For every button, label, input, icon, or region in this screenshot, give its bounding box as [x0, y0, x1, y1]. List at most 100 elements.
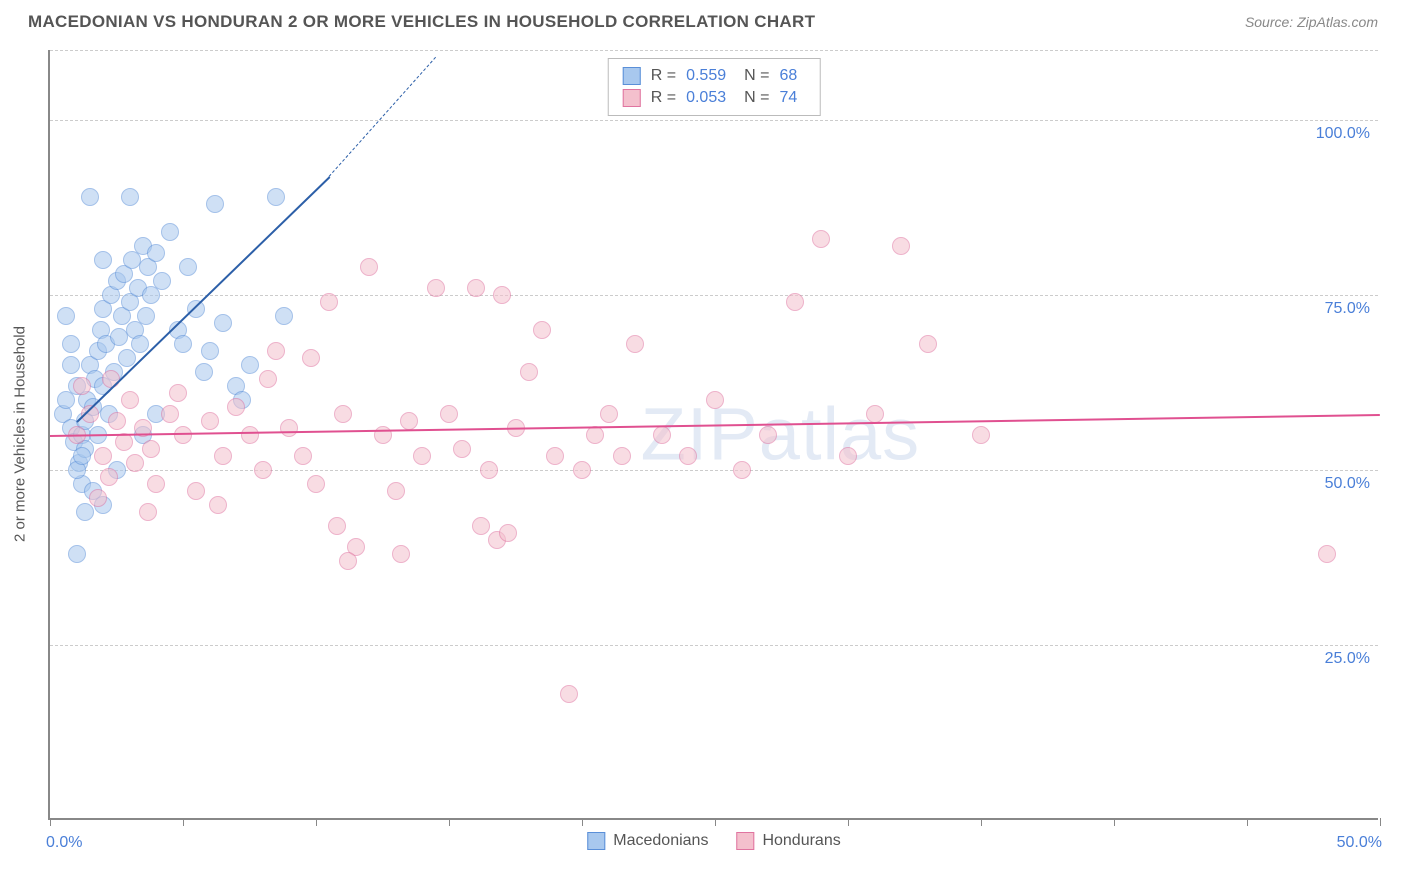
- scatter-point: [302, 349, 320, 367]
- gridline: [50, 645, 1378, 646]
- legend-label: Hondurans: [762, 832, 840, 850]
- scatter-point: [108, 412, 126, 430]
- legend-correlation: R = 0.559 N = 68 R = 0.053 N = 74: [608, 58, 821, 116]
- scatter-chart: 2 or more Vehicles in Household ZIPatlas…: [48, 50, 1378, 820]
- y-tick-label: 75.0%: [1325, 300, 1370, 318]
- scatter-point: [73, 377, 91, 395]
- scatter-point: [73, 447, 91, 465]
- scatter-point: [147, 475, 165, 493]
- y-tick-label: 50.0%: [1325, 475, 1370, 493]
- scatter-point: [201, 412, 219, 430]
- scatter-point: [294, 447, 312, 465]
- scatter-point: [102, 370, 120, 388]
- scatter-point: [653, 426, 671, 444]
- scatter-point: [453, 440, 471, 458]
- gridline: [50, 50, 1378, 51]
- scatter-point: [786, 293, 804, 311]
- scatter-point: [174, 426, 192, 444]
- scatter-point: [400, 412, 418, 430]
- n-value: 74: [779, 89, 797, 107]
- scatter-point: [812, 230, 830, 248]
- scatter-point: [153, 272, 171, 290]
- legend-row-macedonians: R = 0.559 N = 68: [623, 65, 806, 87]
- legend-item-macedonians: Macedonians: [587, 832, 708, 850]
- scatter-point: [259, 370, 277, 388]
- scatter-point: [174, 335, 192, 353]
- scatter-point: [139, 503, 157, 521]
- scatter-point: [533, 321, 551, 339]
- scatter-point: [227, 398, 245, 416]
- trend-line: [329, 57, 436, 177]
- x-tick: [1380, 818, 1381, 826]
- scatter-point: [427, 279, 445, 297]
- scatter-point: [201, 342, 219, 360]
- y-axis-label: 2 or more Vehicles in Household: [12, 326, 29, 542]
- scatter-point: [206, 195, 224, 213]
- n-label: N =: [744, 67, 769, 85]
- scatter-point: [839, 447, 857, 465]
- swatch-icon: [623, 89, 641, 107]
- scatter-point: [613, 447, 631, 465]
- scatter-point: [339, 552, 357, 570]
- scatter-point: [626, 335, 644, 353]
- scatter-point: [94, 447, 112, 465]
- scatter-point: [387, 482, 405, 500]
- swatch-icon: [587, 832, 605, 850]
- scatter-point: [254, 461, 272, 479]
- swatch-icon: [736, 832, 754, 850]
- scatter-point: [706, 391, 724, 409]
- scatter-point: [546, 447, 564, 465]
- scatter-point: [187, 482, 205, 500]
- scatter-point: [121, 391, 139, 409]
- x-tick: [1247, 818, 1248, 826]
- scatter-point: [131, 335, 149, 353]
- x-min-label: 0.0%: [46, 834, 82, 852]
- scatter-point: [972, 426, 990, 444]
- scatter-point: [57, 307, 75, 325]
- scatter-point: [679, 447, 697, 465]
- scatter-point: [62, 335, 80, 353]
- scatter-point: [126, 454, 144, 472]
- scatter-point: [275, 307, 293, 325]
- scatter-point: [214, 447, 232, 465]
- scatter-point: [280, 419, 298, 437]
- swatch-icon: [623, 67, 641, 85]
- scatter-point: [440, 405, 458, 423]
- scatter-point: [919, 335, 937, 353]
- gridline: [50, 470, 1378, 471]
- scatter-point: [169, 384, 187, 402]
- gridline: [50, 120, 1378, 121]
- x-tick: [981, 818, 982, 826]
- scatter-point: [94, 251, 112, 269]
- y-tick-label: 100.0%: [1316, 125, 1370, 143]
- scatter-point: [560, 685, 578, 703]
- scatter-point: [267, 342, 285, 360]
- legend-label: Macedonians: [613, 832, 708, 850]
- r-value: 0.559: [686, 67, 726, 85]
- scatter-point: [137, 307, 155, 325]
- scatter-point: [89, 489, 107, 507]
- scatter-point: [142, 440, 160, 458]
- legend-series: Macedonians Hondurans: [587, 832, 840, 850]
- scatter-point: [100, 468, 118, 486]
- scatter-point: [195, 363, 213, 381]
- gridline: [50, 295, 1378, 296]
- scatter-point: [733, 461, 751, 479]
- scatter-point: [147, 244, 165, 262]
- scatter-point: [241, 426, 259, 444]
- legend-row-hondurans: R = 0.053 N = 74: [623, 87, 806, 109]
- scatter-point: [1318, 545, 1336, 563]
- x-tick: [715, 818, 716, 826]
- scatter-point: [493, 286, 511, 304]
- scatter-point: [600, 405, 618, 423]
- x-tick: [1114, 818, 1115, 826]
- x-max-label: 50.0%: [1337, 834, 1382, 852]
- scatter-point: [467, 279, 485, 297]
- scatter-point: [586, 426, 604, 444]
- scatter-point: [392, 545, 410, 563]
- scatter-point: [81, 188, 99, 206]
- x-tick: [582, 818, 583, 826]
- x-tick: [183, 818, 184, 826]
- r-label: R =: [651, 89, 676, 107]
- scatter-point: [520, 363, 538, 381]
